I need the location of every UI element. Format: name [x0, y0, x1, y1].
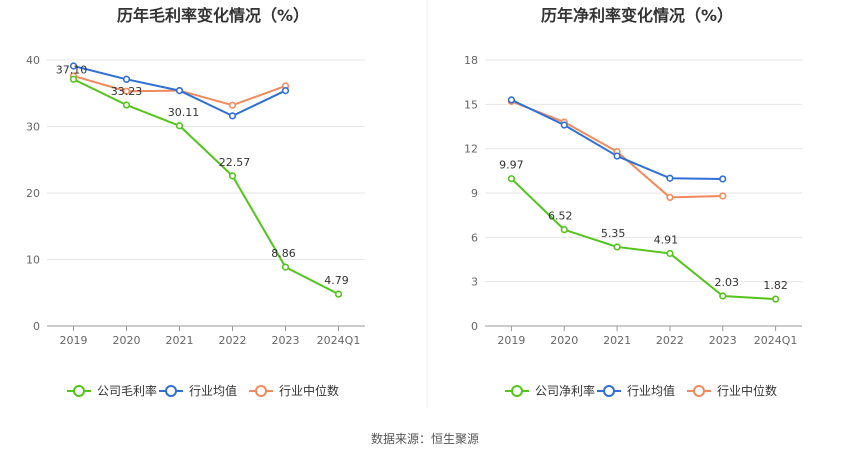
legend-label: 行业均值	[627, 383, 675, 398]
data-point[interactable]	[122, 101, 131, 109]
data-label: 4.79	[324, 274, 349, 287]
data-point[interactable]	[666, 193, 674, 202]
data-source-note: 数据来源：恒生聚源	[371, 431, 479, 446]
right-legend[interactable]: 公司净利率 行业均值 行业中位数	[505, 383, 777, 398]
x-tick-label: 2023	[709, 334, 737, 347]
left-chart: 0 10 20 30 40 2019 2020 2021 2022 2023 2024Q1 37.10…	[26, 54, 365, 347]
right-chart-title: 历年净利率变化情况（%）	[541, 6, 733, 25]
legend-swatch-marker	[255, 385, 267, 397]
data-label: 6.52	[548, 210, 573, 223]
data-point[interactable]	[666, 174, 674, 182]
x-tick-label: 2021	[166, 334, 194, 347]
right-chart: 0 3 6 9 12 15 18 2019 2020 2021 2022 2023 2024Q1 9.97…	[464, 54, 802, 347]
legend-label: 公司毛利率	[97, 383, 157, 398]
series-line	[510, 177, 776, 301]
x-tick-label: 2019	[60, 334, 88, 347]
legend-label: 行业中位数	[717, 383, 777, 398]
data-point[interactable]	[122, 87, 131, 95]
left-chart-title: 历年毛利率变化情况（%）	[117, 6, 309, 25]
data-point[interactable]	[175, 86, 184, 95]
y-tick-label: 0	[471, 320, 478, 333]
y-tick-label: 6	[471, 231, 478, 244]
legend-label: 行业中位数	[279, 383, 339, 398]
data-point[interactable]	[560, 226, 568, 234]
data-label: 33.23	[111, 85, 143, 98]
data-point[interactable]	[719, 192, 727, 200]
legend-swatch-marker	[73, 385, 85, 397]
legend-item[interactable]: 行业中位数	[687, 383, 777, 398]
data-point[interactable]	[175, 122, 184, 130]
data-label: 4.91	[654, 233, 679, 246]
legend-swatch-marker	[693, 385, 705, 397]
y-tick-label: 0	[33, 320, 40, 333]
legend-item[interactable]: 公司毛利率	[67, 383, 157, 398]
legend-item[interactable]: 行业均值	[597, 383, 675, 398]
legend-item[interactable]: 公司净利率	[505, 383, 595, 398]
left-legend[interactable]: 公司毛利率 行业均值 行业中位数	[67, 383, 339, 398]
y-tick-label: 10	[26, 254, 40, 267]
x-tick-label: 2024Q1	[754, 334, 798, 347]
y-tick-label: 15	[464, 98, 478, 111]
data-point[interactable]	[507, 175, 516, 183]
data-point[interactable]	[507, 96, 516, 104]
y-tick-label: 18	[464, 54, 478, 67]
y-tick-label: 40	[26, 54, 40, 67]
data-point[interactable]	[719, 292, 727, 300]
legend-swatch-marker	[511, 385, 523, 397]
y-tick-label: 9	[471, 187, 478, 200]
legend-label: 公司净利率	[535, 383, 595, 398]
legend-swatch-marker	[603, 385, 615, 397]
x-tick-label: 2019	[497, 334, 525, 347]
data-label: 30.11	[168, 106, 200, 119]
legend-swatch-marker	[165, 385, 177, 397]
data-label: 5.35	[601, 227, 626, 240]
y-tick-label: 3	[471, 276, 478, 289]
legend-item[interactable]: 行业均值	[159, 383, 237, 398]
legend-label: 行业均值	[189, 383, 237, 398]
x-tick-label: 2021	[603, 334, 631, 347]
x-tick-label: 2020	[550, 334, 578, 347]
data-point[interactable]	[122, 75, 131, 83]
data-point[interactable]	[771, 295, 780, 303]
data-point[interactable]	[666, 249, 674, 258]
legend-item[interactable]: 行业中位数	[249, 383, 339, 398]
data-label: 1.82	[763, 279, 788, 292]
data-point[interactable]	[228, 101, 237, 109]
series-line	[510, 98, 723, 180]
x-tick-label: 2024Q1	[317, 334, 361, 347]
series-line	[73, 78, 339, 296]
data-point[interactable]	[69, 75, 78, 83]
data-point[interactable]	[281, 86, 290, 95]
y-tick-label: 30	[26, 121, 40, 134]
data-point[interactable]	[69, 62, 78, 70]
data-point[interactable]	[281, 263, 290, 271]
data-point[interactable]	[613, 152, 621, 160]
data-point[interactable]	[334, 290, 343, 298]
y-tick-label: 12	[464, 143, 478, 156]
data-label: 22.57	[219, 156, 251, 169]
x-tick-label: 2022	[219, 334, 247, 347]
x-tick-label: 2022	[656, 334, 684, 347]
y-tick-label: 20	[26, 187, 40, 200]
x-tick-label: 2020	[113, 334, 141, 347]
data-point[interactable]	[228, 172, 237, 180]
data-point[interactable]	[719, 175, 727, 183]
data-point[interactable]	[613, 243, 621, 251]
data-label: 37.10	[56, 63, 88, 76]
data-point[interactable]	[228, 112, 237, 120]
x-tick-label: 2023	[272, 334, 300, 347]
data-label: 2.03	[715, 276, 740, 289]
data-point[interactable]	[560, 121, 568, 129]
data-label: 9.97	[499, 159, 524, 172]
data-label: 8.86	[271, 247, 296, 260]
